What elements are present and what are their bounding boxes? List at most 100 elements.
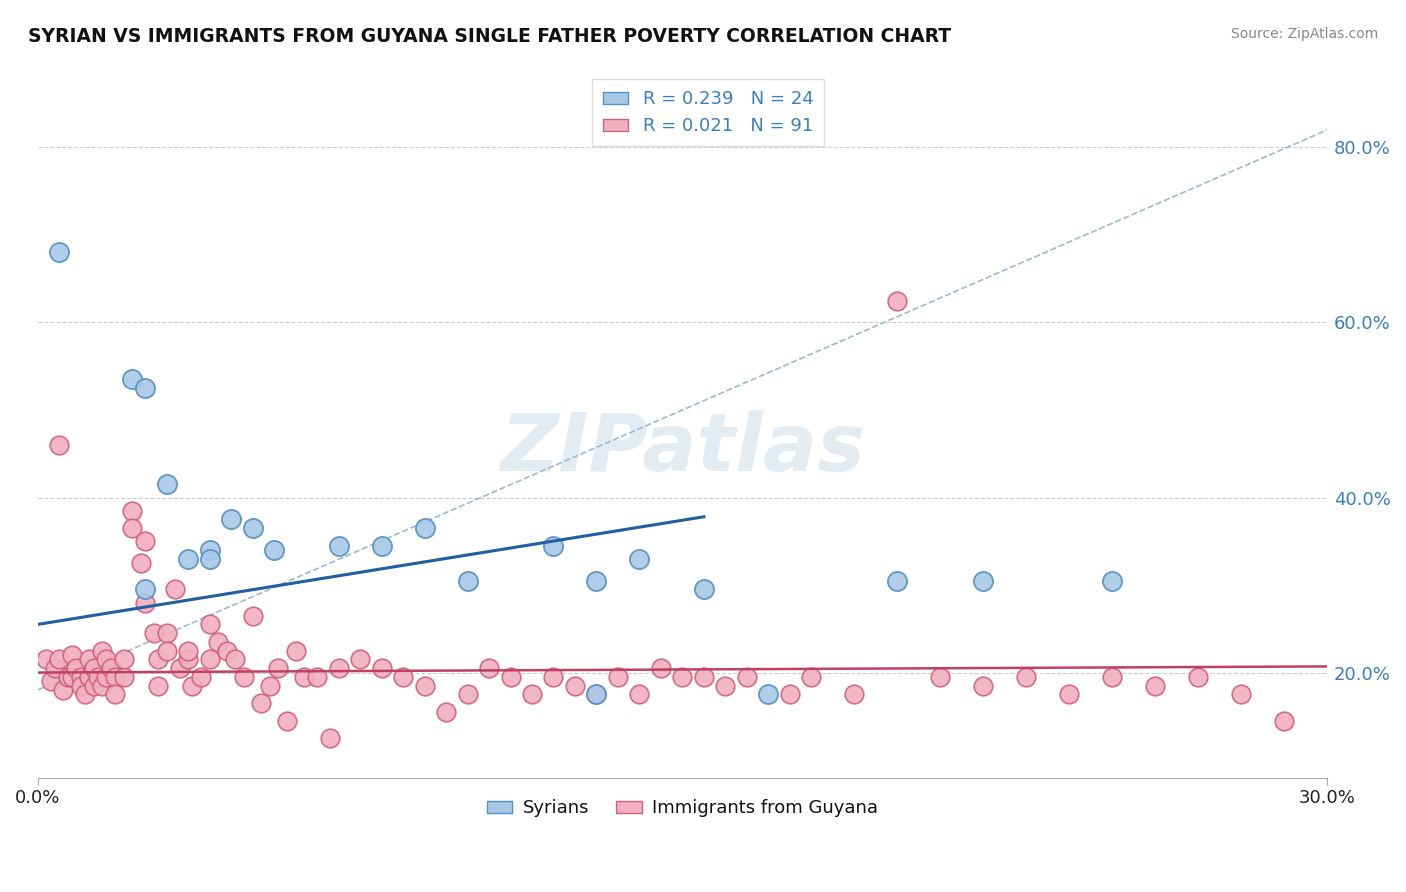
Point [250, 696, 273, 710]
Point [121, 372, 143, 386]
Point [1101, 670, 1123, 684]
Point [242, 521, 264, 535]
Point [104, 670, 127, 684]
Point [292, 670, 315, 684]
Point [1015, 670, 1038, 684]
Point [307, 670, 329, 684]
Point [457, 687, 479, 701]
Point [478, 661, 501, 675]
Point [224, 652, 246, 666]
Point [628, 687, 651, 701]
Point [972, 679, 994, 693]
Point [886, 574, 908, 588]
Point [48, 245, 70, 260]
Point [69, 670, 91, 684]
Point [100, 661, 122, 675]
Point [146, 679, 169, 693]
Point [52, 683, 75, 698]
Point [215, 643, 238, 657]
Point [77, 670, 100, 684]
Point [607, 670, 630, 684]
Point [48, 652, 70, 666]
Point [156, 626, 179, 640]
Point [83, 679, 105, 693]
Point [543, 670, 565, 684]
Point [96, 652, 118, 666]
Point [543, 539, 565, 553]
Point [207, 635, 229, 649]
Point [328, 661, 350, 675]
Point [693, 670, 716, 684]
Legend: Syrians, Immigrants from Guyana: Syrians, Immigrants from Guyana [479, 792, 886, 824]
Point [142, 626, 165, 640]
Point [134, 381, 156, 395]
Point [156, 477, 179, 491]
Point [60, 670, 83, 684]
Point [65, 661, 87, 675]
Point [628, 551, 651, 566]
Point [73, 687, 96, 701]
Point [758, 687, 780, 701]
Point [129, 556, 152, 570]
Point [39, 674, 62, 689]
Point [564, 679, 586, 693]
Point [198, 543, 221, 558]
Text: ZIPatlas: ZIPatlas [501, 409, 865, 488]
Point [520, 687, 543, 701]
Point [77, 652, 100, 666]
Point [693, 582, 716, 597]
Point [87, 670, 110, 684]
Point [44, 661, 66, 675]
Point [233, 670, 256, 684]
Point [104, 687, 127, 701]
Point [146, 652, 169, 666]
Point [886, 293, 908, 308]
Point [263, 543, 285, 558]
Point [121, 521, 143, 535]
Point [284, 643, 307, 657]
Point [198, 551, 221, 566]
Point [134, 534, 156, 549]
Point [844, 687, 866, 701]
Point [392, 670, 415, 684]
Point [242, 608, 264, 623]
Point [370, 661, 392, 675]
Point [328, 539, 350, 553]
Point [370, 539, 392, 553]
Point [169, 661, 191, 675]
Point [413, 679, 436, 693]
Point [499, 670, 522, 684]
Point [60, 648, 83, 662]
Point [714, 679, 737, 693]
Point [69, 679, 91, 693]
Point [177, 551, 200, 566]
Point [219, 512, 242, 526]
Point [1272, 714, 1295, 728]
Text: SYRIAN VS IMMIGRANTS FROM GUYANA SINGLE FATHER POVERTY CORRELATION CHART: SYRIAN VS IMMIGRANTS FROM GUYANA SINGLE … [28, 27, 952, 45]
Point [96, 670, 118, 684]
Point [349, 652, 371, 666]
Text: Source: ZipAtlas.com: Source: ZipAtlas.com [1230, 27, 1378, 41]
Point [434, 705, 457, 719]
Point [112, 652, 135, 666]
Point [121, 503, 143, 517]
Point [165, 582, 187, 597]
Point [585, 687, 607, 701]
Point [198, 652, 221, 666]
Point [1187, 670, 1209, 684]
Point [156, 643, 179, 657]
Point [779, 687, 801, 701]
Point [259, 679, 281, 693]
Point [83, 661, 105, 675]
Point [91, 643, 114, 657]
Point [972, 574, 994, 588]
Point [735, 670, 758, 684]
Point [1101, 574, 1123, 588]
Point [276, 714, 298, 728]
Point [585, 574, 607, 588]
Point [319, 731, 342, 746]
Point [35, 652, 58, 666]
Point [1059, 687, 1081, 701]
Point [181, 679, 204, 693]
Point [91, 679, 114, 693]
